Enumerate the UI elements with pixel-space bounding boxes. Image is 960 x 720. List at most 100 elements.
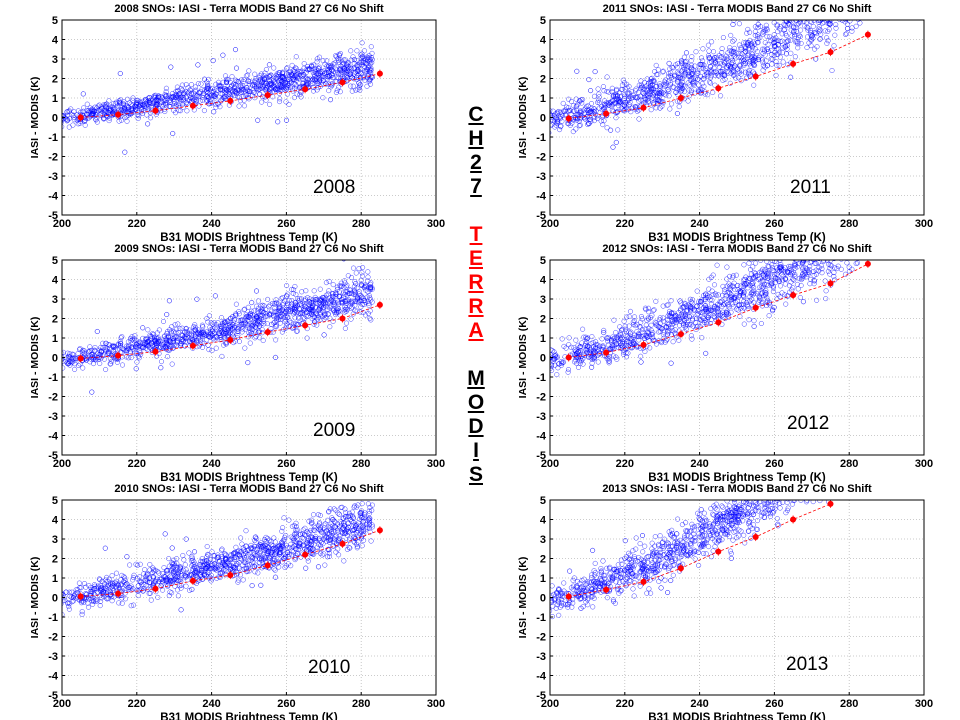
scatter-point — [668, 332, 675, 338]
scatter-point — [583, 347, 589, 353]
scatter-point — [211, 94, 217, 100]
scatter-point — [297, 84, 303, 90]
scatter-point — [621, 347, 627, 353]
scatter-point — [816, 26, 822, 32]
scatter-point — [291, 95, 297, 101]
scatter-point — [651, 90, 657, 96]
scatter-point — [183, 82, 189, 88]
scatter-point — [668, 73, 674, 79]
scatter-point — [269, 89, 275, 95]
scatter-point — [785, 62, 791, 68]
scatter-point — [577, 108, 584, 114]
scatter-point — [66, 108, 72, 114]
scatter-point — [653, 341, 660, 347]
scatter-point — [787, 266, 793, 272]
scatter-point — [835, 263, 841, 269]
scatter-point — [636, 107, 642, 113]
scatter-point — [337, 89, 343, 95]
scatter-point — [674, 64, 680, 70]
scatter-point — [359, 53, 365, 59]
scatter-point — [722, 296, 728, 302]
scatter-point — [697, 61, 703, 67]
scatter-point — [300, 315, 306, 321]
scatter-point — [669, 325, 675, 331]
scatter-point — [591, 118, 597, 124]
scatter-point — [574, 107, 580, 113]
scatter-point — [747, 266, 754, 273]
scatter-point — [699, 335, 705, 341]
scatter-point — [782, 22, 788, 28]
scatter-point — [782, 292, 788, 298]
scatter-point — [105, 350, 111, 356]
scatter-point — [800, 260, 806, 265]
scatter-point — [289, 298, 295, 304]
scatter-point — [671, 310, 677, 316]
scatter-point — [352, 308, 358, 314]
scatter-point — [705, 314, 711, 321]
scatter-point — [164, 354, 171, 360]
scatter-point — [550, 358, 556, 364]
x-tick-label: 220 — [616, 218, 634, 230]
scatter-point — [210, 321, 216, 327]
scatter-point — [132, 103, 139, 109]
scatter-point — [687, 296, 693, 302]
y-axis-label: IASI - MODIS (K) — [517, 317, 529, 399]
scatter-point — [736, 54, 742, 60]
scatter-point — [65, 350, 71, 356]
scatter-point — [633, 86, 639, 92]
scatter-point — [655, 324, 662, 330]
scatter-point — [309, 63, 315, 69]
scatter-point — [87, 344, 93, 350]
scatter-point — [798, 282, 804, 289]
scatter-point — [689, 66, 695, 72]
scatter-point — [288, 319, 294, 326]
chart-panel-2008: 200 220 240 260 280 300 -5 -4 -3 -2 -1 0 1 2 3 4 5 2008 S… — [0, 0, 470, 244]
mean-point — [864, 260, 871, 267]
scatter-point — [230, 314, 236, 320]
scatter-point — [316, 73, 322, 79]
scatter-point — [254, 86, 260, 92]
scatter-point — [854, 235, 859, 240]
scatter-point — [575, 364, 582, 370]
scatter-point — [293, 292, 299, 298]
scatter-point — [559, 336, 565, 342]
x-axis-label: B31 MODIS Brightness Temp (K) — [160, 232, 338, 244]
scatter-point — [669, 64, 675, 70]
scatter-point — [772, 49, 778, 55]
scatter-point — [720, 62, 726, 68]
scatter-point — [788, 267, 794, 273]
scatter-point — [610, 108, 616, 114]
y-tick-label: 3 — [52, 54, 58, 66]
scatter-point — [839, 237, 844, 242]
scatter-point — [287, 306, 293, 313]
scatter-point — [224, 318, 231, 324]
scatter-point — [199, 97, 206, 103]
scatter-point — [231, 319, 237, 325]
scatter-point — [206, 347, 212, 353]
scatter-point — [65, 360, 71, 366]
scatter-point — [816, 265, 822, 271]
scatter-point — [236, 79, 242, 85]
scatter-point — [267, 79, 273, 85]
scatter-point — [614, 356, 620, 362]
scatter-point — [809, 255, 814, 260]
scatter-point — [600, 347, 606, 353]
scatter-point — [653, 62, 659, 68]
scatter-point — [756, 293, 762, 300]
scatter-point — [581, 334, 587, 340]
scatter-point — [68, 360, 74, 366]
mean-point — [152, 348, 159, 355]
scatter-point — [686, 322, 692, 328]
scatter-point — [172, 322, 178, 328]
scatter-point — [776, 62, 782, 68]
scatter-point — [207, 334, 213, 340]
scatter-point — [800, 265, 806, 271]
scatter-point — [238, 317, 245, 323]
scatter-point — [277, 309, 283, 315]
scatter-point — [267, 73, 273, 80]
mean-point — [339, 79, 346, 86]
scatter-point — [128, 107, 134, 113]
scatter-point — [295, 71, 301, 77]
y-tick-label: -3 — [48, 171, 58, 183]
scatter-point — [695, 70, 701, 76]
